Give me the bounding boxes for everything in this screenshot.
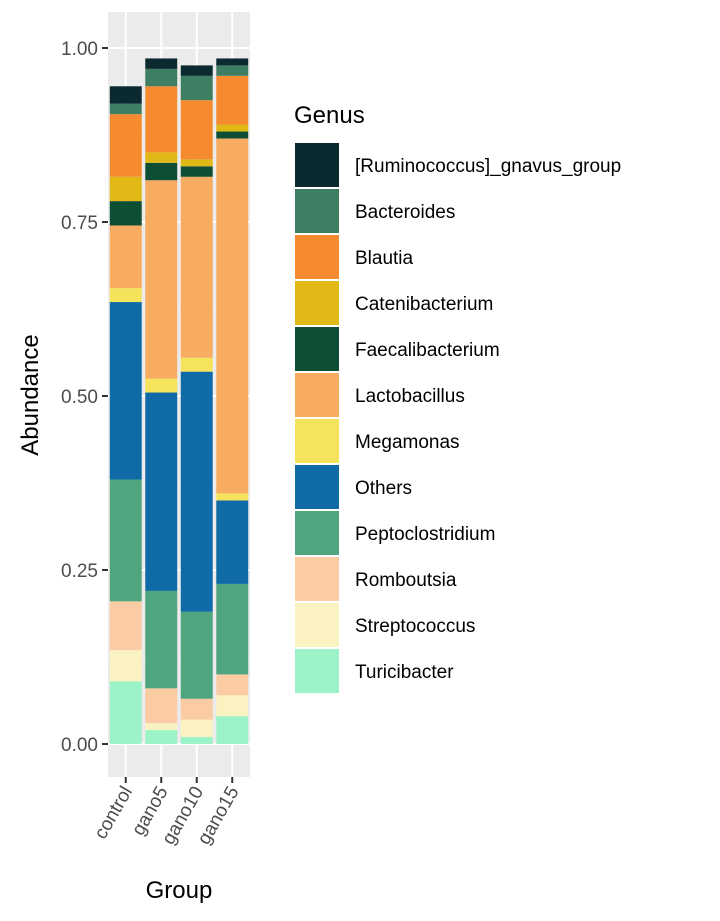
- bar-segment: [216, 674, 249, 696]
- legend-key: [293, 233, 341, 281]
- y-axis-label: Abundance: [17, 334, 44, 455]
- y-tick-label: 0.00: [61, 735, 98, 756]
- legend: Genus [Ruminococcus]_gnavus_group Bactero…: [293, 102, 621, 695]
- bar-segment: [109, 288, 142, 303]
- bar-segment: [180, 159, 213, 167]
- bar-segment: [216, 65, 249, 76]
- bar-segment: [109, 601, 142, 651]
- bar-segment: [216, 500, 249, 584]
- bar-segment: [180, 65, 213, 76]
- legend-key: [293, 187, 341, 235]
- legend-key: [293, 647, 341, 695]
- x-tick-label: control: [90, 783, 137, 843]
- bar-segment: [216, 124, 249, 132]
- x-axis-label: Group: [146, 877, 213, 904]
- bar-segment: [109, 302, 142, 480]
- bar-segment: [180, 100, 213, 160]
- bar-segment: [180, 357, 213, 372]
- bar-segment: [109, 225, 142, 289]
- legend-label: Faecalibacterium: [355, 340, 500, 361]
- bar-segment: [145, 688, 178, 724]
- bar-segment: [145, 86, 178, 153]
- legend-key: [293, 601, 341, 649]
- legend-label: Romboutsia: [355, 570, 457, 591]
- y-axis: 0.00 0.25 0.50 0.75 1.00: [61, 39, 108, 756]
- y-tick-label: 0.25: [61, 561, 98, 582]
- legend-label: Peptoclostridium: [355, 524, 495, 545]
- y-tick-label: 1.00: [61, 39, 98, 60]
- bar-segment: [216, 716, 249, 744]
- legend-label: Blautia: [355, 248, 414, 269]
- bar-segment: [145, 730, 178, 744]
- legend-label: Lactobacillus: [355, 386, 465, 407]
- bar-segment: [145, 378, 178, 393]
- legend-label: Bacteroides: [355, 202, 455, 223]
- legend-key: [293, 141, 341, 189]
- bar-segment: [109, 176, 142, 202]
- bar-segment: [180, 371, 213, 612]
- legend-key: [293, 463, 341, 511]
- bar-segment: [109, 86, 142, 104]
- bar-segment: [180, 176, 213, 358]
- legend-label: Catenibacterium: [355, 294, 493, 315]
- bar-segment: [216, 138, 249, 494]
- legend-label: Streptococcus: [355, 616, 475, 637]
- legend-label: Megamonas: [355, 432, 460, 453]
- legend-key: [293, 279, 341, 327]
- bar-segment: [180, 698, 213, 720]
- legend-title: Genus: [294, 102, 365, 129]
- legend-key: [293, 509, 341, 557]
- bar-segment: [109, 201, 142, 226]
- bar-segment: [109, 681, 142, 744]
- legend-label: Turicibacter: [355, 662, 454, 683]
- bar-segment: [145, 68, 178, 87]
- bar-segment: [145, 180, 178, 379]
- legend-key: [293, 325, 341, 373]
- bar-segment: [216, 695, 249, 717]
- legend-key: [293, 417, 341, 465]
- legend-label: [Ruminococcus]_gnavus_group: [355, 156, 621, 177]
- bar-segment: [145, 152, 178, 163]
- legend-label: Others: [355, 478, 412, 499]
- bar-segment: [109, 650, 142, 682]
- bar-segment: [109, 479, 142, 602]
- bar-segment: [216, 75, 249, 125]
- bar-segment: [109, 103, 142, 115]
- bar-segment: [180, 611, 213, 699]
- bar-segment: [180, 719, 213, 738]
- bar-segment: [145, 392, 178, 591]
- bar-segment: [145, 162, 178, 181]
- y-tick-label: 0.75: [61, 213, 98, 234]
- bar-segment: [216, 493, 249, 501]
- legend-key: [293, 371, 341, 419]
- bars: [109, 58, 249, 744]
- bar-segment: [180, 166, 213, 177]
- legend-key: [293, 555, 341, 603]
- bar-segment: [145, 58, 178, 69]
- bar-segment: [180, 75, 213, 101]
- y-tick-label: 0.50: [61, 387, 98, 408]
- bar-segment: [216, 131, 249, 139]
- bar-segment: [145, 590, 178, 689]
- bar-segment: [145, 723, 178, 731]
- bar-segment: [216, 583, 249, 675]
- bar-segment: [216, 58, 249, 66]
- bar-segment: [109, 114, 142, 177]
- bar-segment: [180, 737, 213, 744]
